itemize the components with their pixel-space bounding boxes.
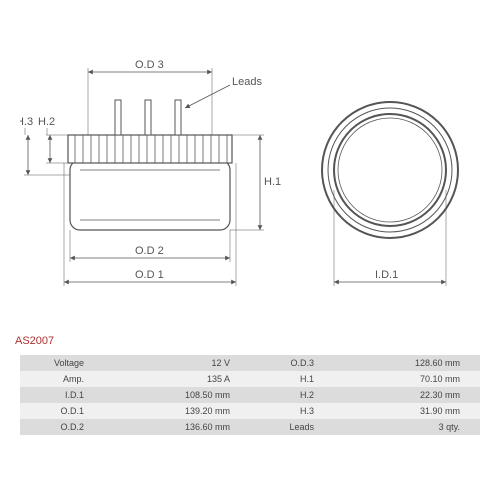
- spec-value: 12 V: [90, 355, 250, 371]
- top-view: I.D.1: [322, 102, 458, 286]
- dim-od2: O.D 2: [135, 245, 164, 257]
- table-row: O.D.1 139.20 mm H.3 31.90 mm: [20, 403, 480, 419]
- dim-od3: O.D 3: [135, 59, 164, 71]
- part-code: AS2007: [15, 335, 54, 347]
- dim-h1: H.1: [264, 176, 281, 188]
- dim-h2: H.2: [38, 116, 55, 128]
- dim-h3: H.3: [20, 116, 33, 128]
- table-row: Amp. 135 A H.1 70.10 mm: [20, 371, 480, 387]
- spec-label: O.D.3: [250, 355, 320, 371]
- spec-table: Voltage 12 V O.D.3 128.60 mm Amp. 135 A …: [20, 355, 480, 435]
- dim-od1: O.D 1: [135, 269, 164, 281]
- spec-label: Voltage: [20, 355, 90, 371]
- table-row: I.D.1 108.50 mm H.2 22.30 mm: [20, 387, 480, 403]
- technical-drawing: O.D 3 Leads O.D 2 O.D 1 H.1 H.2 H.3: [20, 30, 480, 320]
- spec-value: 128.60 mm: [320, 355, 480, 371]
- table-row: O.D.2 136.60 mm Leads 3 qty.: [20, 419, 480, 435]
- leads-label: Leads: [232, 76, 262, 88]
- table-row: Voltage 12 V O.D.3 128.60 mm: [20, 355, 480, 371]
- dim-id1: I.D.1: [375, 269, 398, 281]
- side-view: O.D 3 Leads O.D 2 O.D 1 H.1 H.2 H.3: [20, 59, 281, 286]
